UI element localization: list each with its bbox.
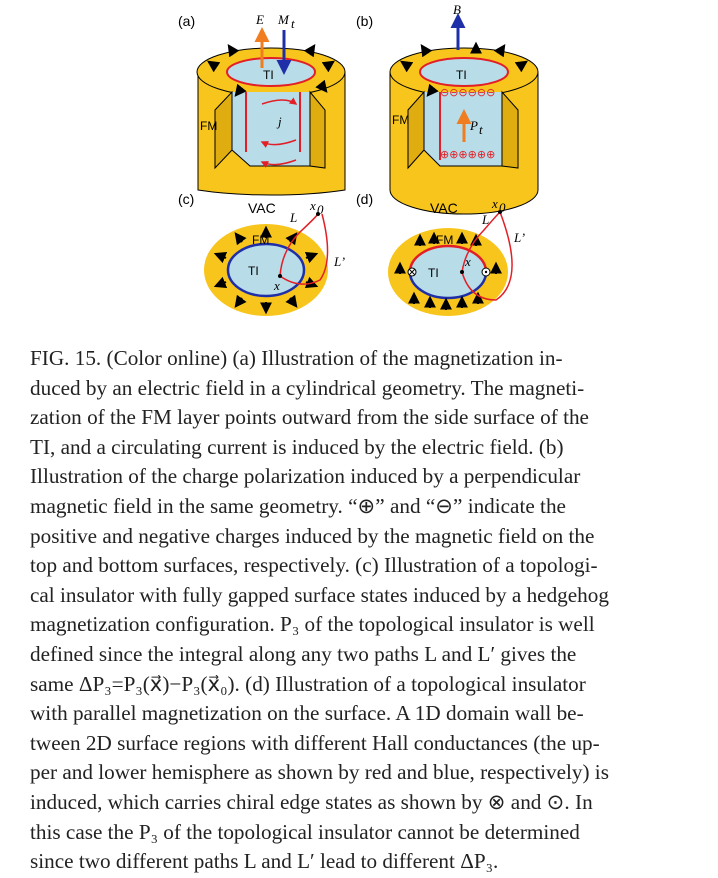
positive-charges: ⊕⊕⊕⊕⊕⊕ [440,148,495,161]
caption-line: duced by an electric field in a cylindri… [30,375,585,400]
path-lprime-d: L’ [513,230,525,245]
ti-label-c: TI [248,264,259,278]
caption-line: this case the P₃ of the topological insu… [30,819,580,844]
polarization-sub: t [479,122,483,137]
caption-line: top and bottom surfaces, respectively. (… [30,553,598,578]
vac-label-d: VAC [430,200,458,216]
magnetization-label: M [277,12,290,27]
caption-line: Illustration of the charge polarization … [30,464,581,489]
x-label-d: x [464,254,471,269]
fm-label-b: FM [392,113,409,127]
caption-line: cal insulator with fully gapped surface … [30,582,609,607]
caption-line: FIG. 15. (Color online) (a) Illustration… [30,346,563,370]
caption-line: tween 2D surface regions with different … [30,730,600,755]
x0-label-c: x [309,198,316,213]
x0-label-d: x [491,196,498,211]
figure-caption: FIG. 15. (Color online) (a) Illustration… [30,344,686,877]
path-l-c: L [289,210,297,225]
figure-15: (a) E M t TI FM j (b [178,2,539,316]
panel-a: (a) E M t TI FM j [178,12,346,196]
x-label-c: x [273,278,280,293]
negative-charges: ⊖⊖⊖⊖⊖⊖ [440,86,495,99]
x0-sub-d: 0 [499,200,506,215]
magnetization-sub: t [291,16,295,31]
caption-line: magnetic field in the same geometry. “⊕”… [30,493,566,518]
vac-label-c: VAC [248,200,276,216]
ti-label-d: TI [428,266,439,280]
e-field-label: E [255,12,264,27]
path-l-d: L [481,212,489,227]
panel-b-tag: (b) [356,13,373,29]
fm-label-a: FM [200,119,217,133]
caption-line: induced, which carries chiral edge state… [30,789,593,814]
x0-sub-c: 0 [317,202,324,217]
caption-line: zation of the FM layer points outward fr… [30,405,589,430]
panel-c-tag: (c) [178,191,194,207]
caption-line: with parallel magnetization on the surfa… [30,701,584,726]
panel-c: (c) VAC FM TI x 0 x L L’ [178,191,345,316]
caption-line: since two different paths L and L′ lead … [30,849,499,874]
current-label: j [276,114,282,129]
fm-label-c: FM [252,233,269,247]
panel-b: (b) B TI FM P t ⊖⊖⊖⊖⊖⊖ ⊕⊕⊕⊕⊕⊕ [356,2,539,215]
panel-a-tag: (a) [178,13,195,29]
fm-label-d: FM [436,233,453,247]
polarization-label: P [469,118,478,133]
caption-line: same ΔP₃=P₃(x⃗)−P₃(x⃗₀). (d) Illustratio… [30,671,586,696]
ti-label-a: TI [263,68,274,82]
caption-line: defined since the integral along any two… [30,641,577,666]
panel-d-tag: (d) [356,191,373,207]
path-lprime-c: L’ [333,254,345,269]
caption-line: positive and negative charges induced by… [30,523,595,548]
ti-label-b: TI [456,68,467,82]
panel-d: (d) VAC FM TI x 0 x L [356,191,525,316]
caption-line: TI, and a circulating current is induced… [30,434,564,459]
caption-line: magnetization configuration. P₃ of the t… [30,612,595,637]
b-field-label: B [453,2,461,17]
caption-line: per and lower hemisphere as shown by red… [30,760,609,785]
